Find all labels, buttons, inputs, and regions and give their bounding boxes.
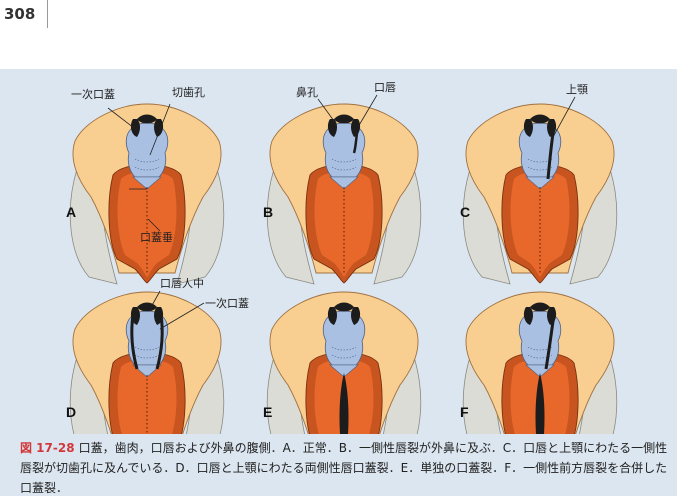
label-philtrum: 口唇人中 bbox=[160, 277, 204, 290]
panel-letter: F bbox=[460, 404, 469, 420]
label-uvula: 口蓋垂 bbox=[140, 231, 173, 244]
figure-caption: 図 17-28 口蓋，歯肉，口唇および外鼻の腹側．A．正常．B．一側性唇裂が外鼻に… bbox=[20, 438, 670, 498]
caption-label: 図 17-28 bbox=[20, 441, 75, 455]
label-nostril: 鼻孔 bbox=[296, 85, 318, 99]
figure-illustration: 一次口蓋 切歯孔 口蓋垂 鼻孔 口唇 上顎 口唇人中 一次口蓋 A B C D … bbox=[0, 69, 677, 434]
panel-letter: D bbox=[66, 404, 76, 420]
diagram-panel-c bbox=[463, 104, 617, 284]
panel-letter: C bbox=[460, 204, 470, 220]
panel-letter: A bbox=[66, 204, 76, 220]
label-lip: 口唇 bbox=[374, 81, 396, 94]
caption-text: 口蓋，歯肉，口唇および外鼻の腹側．A．正常．B．一側性唇裂が外鼻に及ぶ．C．口唇… bbox=[20, 441, 667, 495]
diagram-panel-b bbox=[267, 104, 421, 284]
diagram-panel-f bbox=[463, 292, 617, 434]
diagram-panel-a bbox=[70, 104, 224, 284]
page-number: 308 bbox=[4, 5, 35, 23]
label-primary-palate: 一次口蓋 bbox=[205, 296, 249, 310]
label-primary-palate: 一次口蓋 bbox=[71, 87, 115, 101]
diagram-panel-e bbox=[267, 292, 421, 434]
diagram-panel-d bbox=[70, 292, 224, 434]
header-rule bbox=[47, 0, 48, 28]
panel-letter: B bbox=[263, 204, 273, 220]
label-incisive-foramen: 切歯孔 bbox=[172, 86, 205, 99]
label-upper-jaw: 上顎 bbox=[566, 83, 588, 96]
panel-letter: E bbox=[263, 404, 272, 420]
